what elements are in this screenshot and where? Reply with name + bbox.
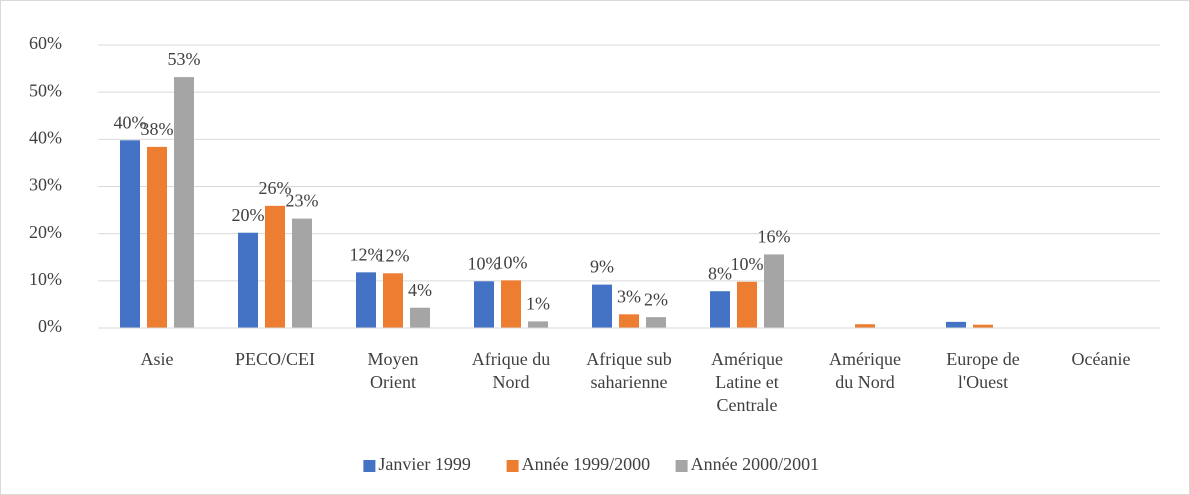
data-label: 23% bbox=[286, 191, 319, 211]
x-tick-label: Océanie bbox=[1072, 349, 1131, 369]
bar bbox=[383, 273, 403, 328]
bar bbox=[710, 291, 730, 328]
data-label: 10% bbox=[468, 253, 501, 273]
data-label: 20% bbox=[232, 205, 265, 225]
data-label: 3% bbox=[617, 286, 641, 306]
data-label: 12% bbox=[350, 244, 383, 264]
data-label: 40% bbox=[114, 112, 147, 132]
x-tick-label: PECO/CEI bbox=[235, 349, 315, 369]
bar bbox=[238, 232, 258, 328]
bar bbox=[946, 321, 966, 328]
data-label: 10% bbox=[731, 254, 764, 274]
bar bbox=[120, 140, 140, 328]
x-tick-label: Moyen Orient bbox=[368, 349, 419, 392]
data-label: 10% bbox=[495, 252, 528, 272]
x-tick-label: Europe de l'Ouest bbox=[946, 349, 1019, 392]
y-tick-label: 40% bbox=[29, 127, 62, 147]
bar bbox=[501, 280, 521, 328]
legend-swatch bbox=[363, 460, 376, 472]
bar bbox=[474, 281, 494, 328]
data-label: 8% bbox=[708, 263, 732, 283]
data-label: 53% bbox=[168, 49, 201, 69]
bar bbox=[619, 314, 639, 328]
bar bbox=[147, 146, 167, 328]
legend-label: Année 1999/2000 bbox=[522, 454, 650, 474]
legend-label: Année 2000/2001 bbox=[691, 454, 819, 474]
bar bbox=[356, 272, 376, 328]
x-tick-label: Asie bbox=[141, 349, 174, 369]
bar bbox=[764, 254, 784, 328]
data-label: 12% bbox=[377, 245, 410, 265]
data-label: 2% bbox=[644, 289, 668, 309]
x-tick-label: Amérique Latine et Centrale bbox=[711, 349, 783, 415]
y-tick-label: 30% bbox=[29, 175, 62, 195]
y-tick-label: 10% bbox=[29, 269, 62, 289]
data-label: 38% bbox=[141, 119, 174, 139]
y-tick-label: 50% bbox=[29, 80, 62, 100]
bar bbox=[528, 321, 548, 328]
bar bbox=[646, 317, 666, 328]
data-label: 4% bbox=[408, 280, 432, 300]
bar bbox=[855, 324, 875, 328]
bar bbox=[265, 205, 285, 328]
data-label: 9% bbox=[590, 257, 614, 277]
x-tick-label: Afrique du Nord bbox=[472, 349, 550, 392]
data-label: 26% bbox=[259, 178, 292, 198]
y-tick-label: 20% bbox=[29, 222, 62, 242]
bar bbox=[410, 307, 430, 328]
legend-label: Janvier 1999 bbox=[378, 454, 470, 474]
data-label: 16% bbox=[758, 227, 791, 247]
x-tick-label: Afrique sub saharienne bbox=[586, 349, 671, 392]
legend-swatch bbox=[506, 460, 519, 472]
legend-swatch bbox=[675, 460, 688, 472]
bar bbox=[292, 218, 312, 328]
bar bbox=[737, 281, 757, 328]
bar bbox=[973, 324, 993, 328]
bar bbox=[592, 284, 612, 328]
bar bbox=[174, 77, 194, 328]
data-label: 1% bbox=[526, 294, 550, 314]
x-tick-label: Amérique du Nord bbox=[829, 349, 901, 392]
y-tick-label: 60% bbox=[29, 33, 62, 53]
y-tick-label: 0% bbox=[38, 316, 62, 336]
